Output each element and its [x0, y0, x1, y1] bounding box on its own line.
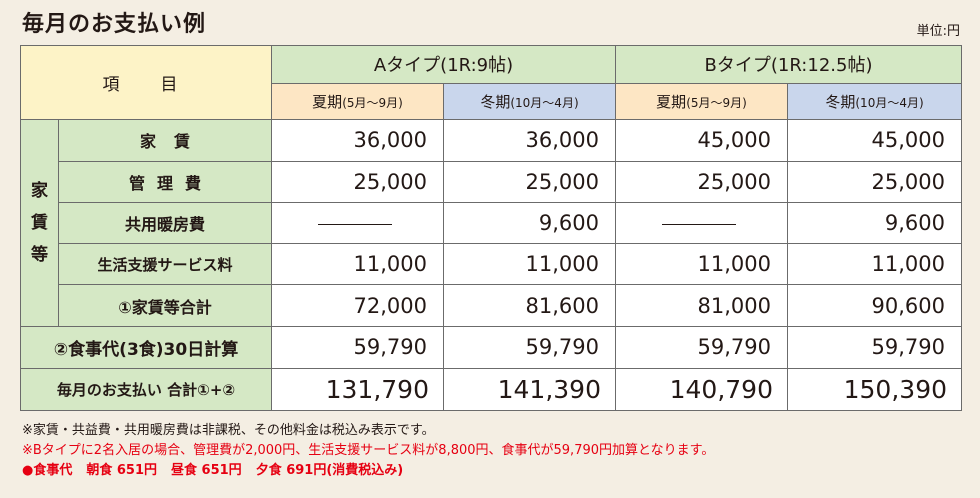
- breakfast-price: 朝食 651円: [86, 463, 158, 478]
- row-label-support: 生活支援サービス料: [58, 243, 272, 286]
- cell-total-b-winter: 150,390: [786, 367, 963, 412]
- cell-meal-a-winter: 59,790: [443, 325, 616, 369]
- cell-support-a-summer: 11,000: [271, 243, 444, 286]
- meal-prefix: ●食事代: [22, 463, 73, 478]
- unit-label: 単位:円: [916, 24, 960, 39]
- table-row: 家賃等 家賃 36,000 36,000 45,000 45,000: [20, 118, 963, 327]
- header-type-a: Aタイプ(1R:9帖): [271, 45, 616, 84]
- row-label-heating: 共用暖房費: [58, 202, 272, 245]
- table-row: 管理費 25,000 25,000 25,000 25,000: [21, 161, 963, 204]
- cell-subtotal-b-winter: 90,600: [786, 284, 963, 327]
- header-a-summer: 夏期(5月〜9月): [271, 82, 444, 120]
- header-type-b: Bタイプ(1R:12.5帖): [614, 45, 963, 84]
- cell-rent-a-winter: 36,000: [443, 118, 616, 163]
- cell-management-a-winter: 25,000: [443, 161, 616, 204]
- note-two-persons: ※Bタイプに2名入居の場合、管理費が2,000円、生活支援サービス料が8,800…: [22, 443, 715, 458]
- cell-rent-b-winter: 45,000: [786, 118, 963, 163]
- table-row: ②食事代(3食)30日計算 59,790 59,790 59,790 59,79…: [20, 325, 963, 369]
- row-label-management: 管理費: [58, 161, 272, 204]
- table-row: 共用暖房費 9,600 9,600: [21, 202, 963, 245]
- row-label-total: 毎月のお支払い 合計①+②: [20, 367, 272, 412]
- dash-mark: [661, 223, 736, 225]
- dinner-price: 夕食 691円(消費税込み): [255, 463, 404, 478]
- note-meal-prices: ●食事代 朝食 651円 昼食 651円 夕食 691円(消費税込み): [22, 461, 714, 481]
- cell-meal-a-summer: 59,790: [271, 325, 444, 369]
- cell-subtotal-a-summer: 72,000: [271, 284, 444, 327]
- cell-management-b-winter: 25,000: [786, 161, 963, 204]
- cell-rent-b-summer: 45,000: [615, 118, 788, 163]
- cell-support-b-winter: 11,000: [786, 243, 963, 286]
- row-label-rent: 家賃: [58, 118, 272, 163]
- row-label-subtotal: ①家賃等合計: [58, 284, 272, 327]
- cell-rent-a-summer: 36,000: [271, 118, 444, 163]
- cell-management-b-summer: 25,000: [615, 161, 788, 204]
- header-b-summer: 夏期(5月〜9月): [615, 82, 788, 120]
- cell-total-b-summer: 140,790: [615, 367, 788, 412]
- note-tax: ※家賃・共益費・共用暖房費は非課税、その他料金は税込み表示です。: [22, 423, 435, 438]
- row-label-meal: ②食事代(3食)30日計算: [20, 325, 272, 369]
- cell-total-a-summer: 131,790: [271, 367, 444, 412]
- header-a-winter: 冬期(10月〜4月): [443, 82, 616, 120]
- cell-heating-a-winter: 9,600: [443, 202, 616, 245]
- table-row: 毎月のお支払い 合計①+② 131,790 141,390 140,790 15…: [20, 367, 963, 412]
- lunch-price: 昼食 651円: [171, 463, 242, 478]
- cell-meal-b-winter: 59,790: [786, 325, 963, 369]
- header-item: 項 目: [20, 45, 272, 120]
- cell-total-a-winter: 141,390: [443, 367, 616, 412]
- cell-support-b-summer: 11,000: [615, 243, 788, 286]
- table-row: ①家賃等合計 72,000 81,600 81,000 90,600: [21, 284, 963, 327]
- cell-heating-a-summer: [271, 202, 444, 245]
- table-row: 生活支援サービス料 11,000 11,000 11,000 11,000: [21, 243, 963, 286]
- rent-group-label: 家賃等: [20, 118, 59, 327]
- header-b-winter: 冬期(10月〜4月): [786, 82, 963, 120]
- cell-support-a-winter: 11,000: [443, 243, 616, 286]
- dash-mark: [317, 223, 392, 225]
- cell-management-a-summer: 25,000: [271, 161, 444, 204]
- page-title: 毎月のお支払い例: [22, 12, 207, 37]
- cell-heating-b-summer: [615, 202, 788, 245]
- cell-subtotal-a-winter: 81,600: [443, 284, 616, 327]
- cell-heating-b-winter: 9,600: [786, 202, 963, 245]
- fee-table: 項 目 Aタイプ(1R:9帖) Bタイプ(1R:12.5帖) 夏期(5月〜9月)…: [20, 45, 963, 412]
- cell-meal-b-summer: 59,790: [615, 325, 788, 369]
- cell-subtotal-b-summer: 81,000: [615, 284, 788, 327]
- notes: ※家賃・共益費・共用暖房費は非課税、その他料金は税込み表示です。 ※Bタイプに2…: [22, 421, 714, 481]
